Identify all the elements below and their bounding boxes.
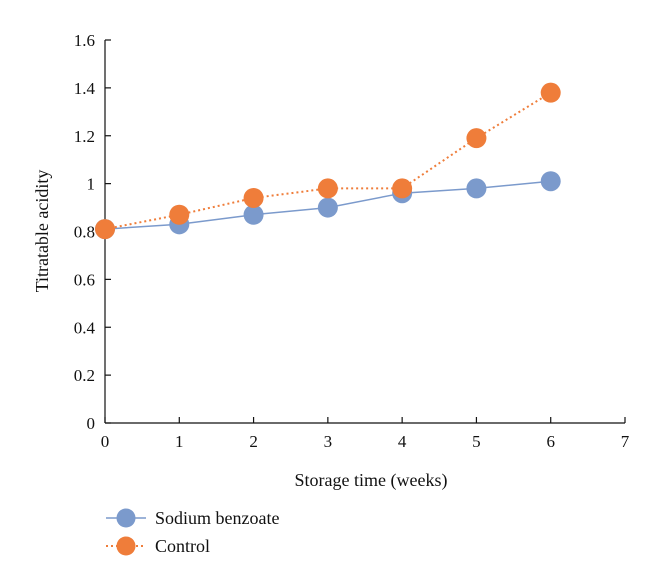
point-control-1 bbox=[169, 204, 190, 225]
point-control-3 bbox=[317, 178, 338, 199]
x-tick-label: 5 bbox=[472, 432, 481, 451]
point-sodium-benzoate-5 bbox=[466, 178, 487, 199]
point-control-2 bbox=[243, 187, 264, 208]
y-tick-label: 0.2 bbox=[74, 366, 95, 385]
point-sodium-benzoate-2 bbox=[243, 204, 264, 225]
point-sodium-benzoate-6 bbox=[540, 171, 561, 192]
y-tick-label: 0.4 bbox=[74, 318, 96, 337]
y-tick-label: 0 bbox=[87, 414, 96, 433]
legend-item-sodium-benzoate: Sodium benzoate bbox=[106, 508, 279, 528]
x-tick-label: 2 bbox=[249, 432, 258, 451]
x-axis-title: Storage time (weeks) bbox=[295, 470, 448, 491]
legend-label-control: Control bbox=[155, 536, 210, 556]
x-tick-label: 0 bbox=[101, 432, 110, 451]
x-tick-label: 1 bbox=[175, 432, 184, 451]
y-tick-label: 1.6 bbox=[74, 31, 95, 50]
x-ticks: 0 1 2 3 4 5 6 7 bbox=[101, 417, 630, 451]
y-tick-label: 1.2 bbox=[74, 127, 95, 146]
x-tick-label: 7 bbox=[621, 432, 630, 451]
y-axis-title: Titratable acidity bbox=[32, 170, 52, 293]
series-layer bbox=[95, 82, 561, 240]
x-tick-label: 4 bbox=[398, 432, 407, 451]
series-markers bbox=[95, 82, 561, 240]
y-tick-label: 0.6 bbox=[74, 270, 95, 289]
y-tick-label: 1.4 bbox=[74, 79, 96, 98]
point-control-6 bbox=[540, 82, 561, 103]
point-control-5 bbox=[466, 128, 487, 149]
legend-marker-control bbox=[116, 536, 136, 556]
legend: Sodium benzoate Control bbox=[106, 508, 279, 556]
point-control-4 bbox=[392, 178, 413, 199]
y-tick-label: 0.8 bbox=[74, 223, 95, 242]
x-tick-label: 3 bbox=[324, 432, 333, 451]
y-tick-label: 1 bbox=[87, 175, 96, 194]
x-tick-label: 6 bbox=[546, 432, 555, 451]
point-sodium-benzoate-3 bbox=[317, 197, 338, 218]
legend-marker-sodium-benzoate bbox=[116, 508, 136, 528]
legend-label-sodium-benzoate: Sodium benzoate bbox=[155, 508, 279, 528]
point-control-0 bbox=[95, 219, 115, 240]
y-ticks: 0 0.2 0.4 0.6 0.8 1 1.2 1.4 1.6 bbox=[74, 31, 111, 433]
legend-item-control: Control bbox=[106, 536, 210, 556]
